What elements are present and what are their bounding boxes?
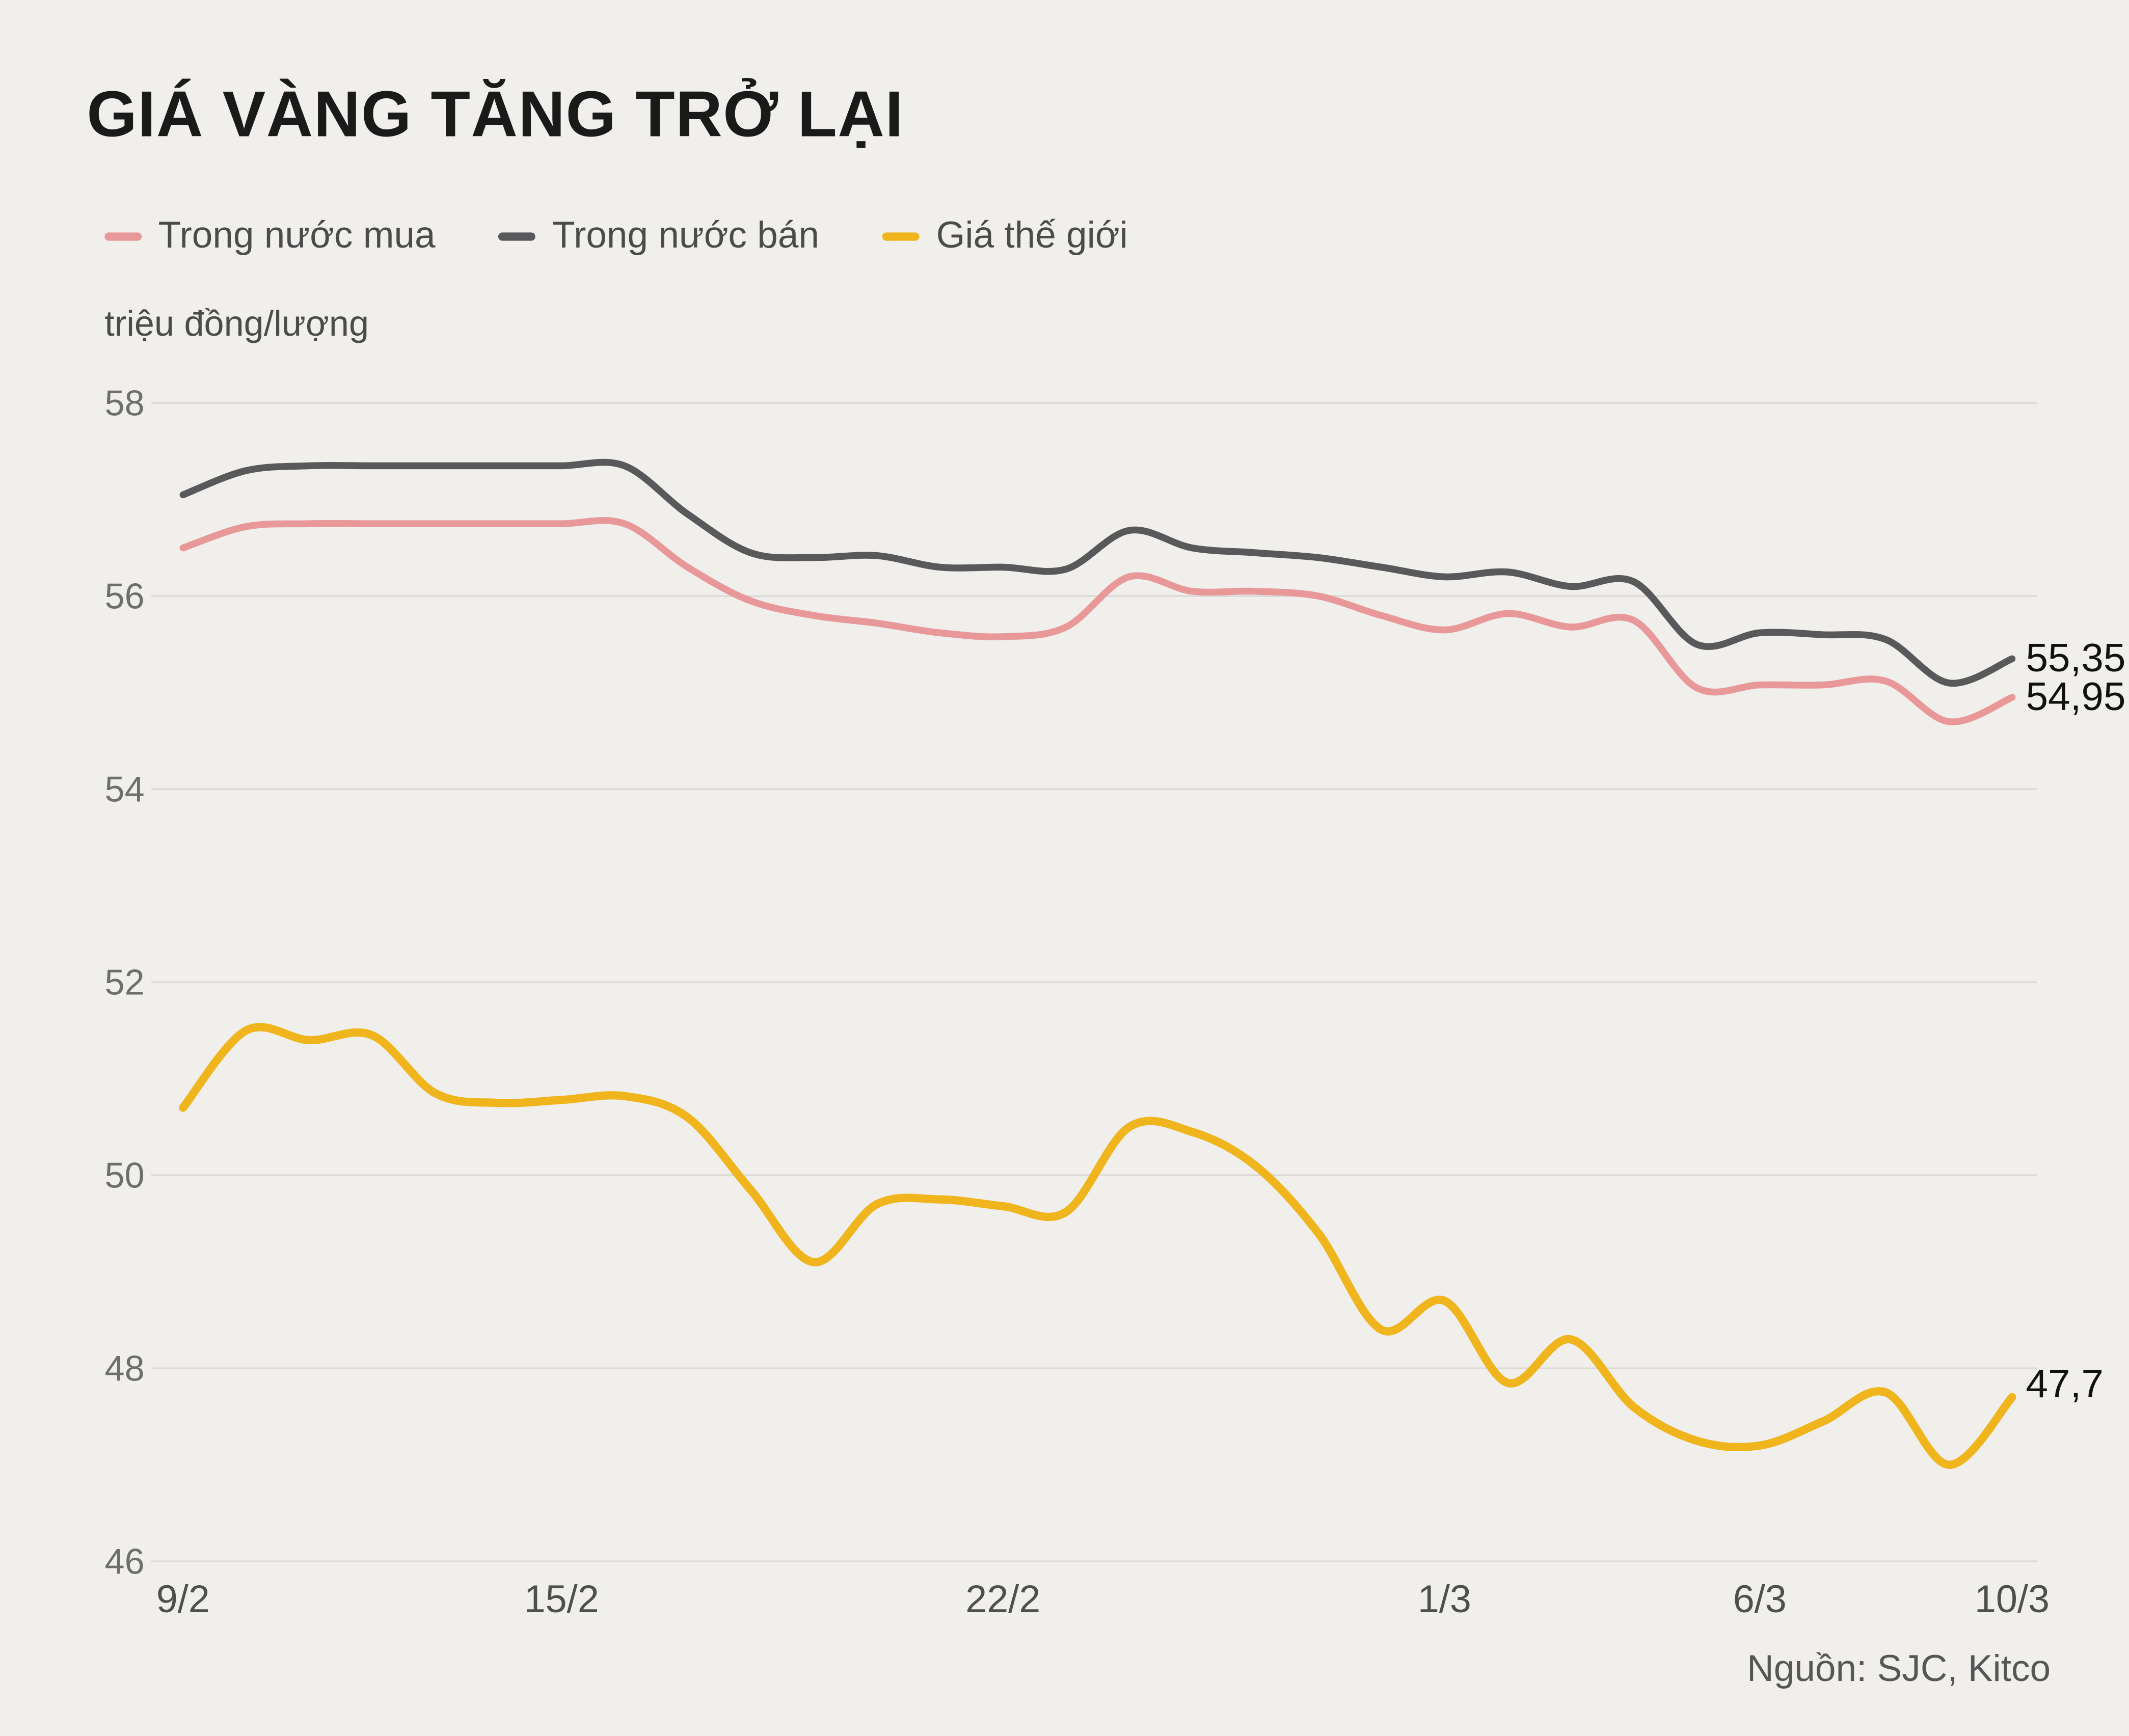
axis-unit-label: triệu đồng/lượng bbox=[104, 303, 369, 344]
series-end-label-0: 54,95 bbox=[2026, 674, 2125, 719]
y-axis-tick-label: 58 bbox=[105, 383, 145, 423]
y-axis-tick-label: 56 bbox=[105, 576, 145, 616]
legend-dash-yellow-icon bbox=[882, 232, 920, 240]
legend-item-domestic-sell: Trong nước bán bbox=[498, 214, 820, 257]
series-line-2 bbox=[179, 1023, 2016, 1469]
series-line-1 bbox=[179, 458, 2016, 687]
legend-dash-pink-icon bbox=[104, 232, 142, 240]
chart-title: GIÁ VÀNG TĂNG TRỞ LẠI bbox=[87, 77, 904, 150]
legend-item-world-price: Giá thế giới bbox=[882, 214, 1128, 257]
x-axis-tick-label: 22/2 bbox=[965, 1578, 1040, 1621]
legend-item-domestic-buy: Trong nước mua bbox=[104, 214, 436, 257]
legend-label-domestic-sell: Trong nước bán bbox=[552, 214, 820, 256]
legend-label-domestic-buy: Trong nước mua bbox=[158, 214, 436, 256]
y-axis-tick-label: 48 bbox=[105, 1348, 145, 1389]
y-axis-tick-label: 52 bbox=[105, 962, 145, 1002]
x-axis-tick-label: 1/3 bbox=[1418, 1578, 1471, 1621]
x-axis-tick-label: 10/3 bbox=[1975, 1578, 2050, 1621]
legend-dash-gray-icon bbox=[498, 232, 536, 240]
x-axis-tick-label: 9/2 bbox=[156, 1578, 210, 1621]
series-line-0 bbox=[179, 517, 2016, 725]
x-axis-tick-label: 6/3 bbox=[1733, 1578, 1787, 1621]
legend-label-world-price: Giá thế giới bbox=[936, 214, 1128, 256]
source-note: Nguồn: SJC, Kitco bbox=[1747, 1648, 2051, 1690]
y-axis-tick-label: 46 bbox=[105, 1541, 145, 1581]
y-axis-tick-label: 54 bbox=[105, 769, 145, 809]
y-axis-tick-label: 50 bbox=[105, 1155, 145, 1195]
legend: Trong nước mua Trong nước bán Giá thế gi… bbox=[104, 214, 1128, 257]
x-axis-tick-label: 15/2 bbox=[524, 1578, 599, 1621]
series-end-label-2: 47,7 bbox=[2026, 1361, 2103, 1406]
series-end-label-1: 55,35 bbox=[2026, 635, 2125, 680]
